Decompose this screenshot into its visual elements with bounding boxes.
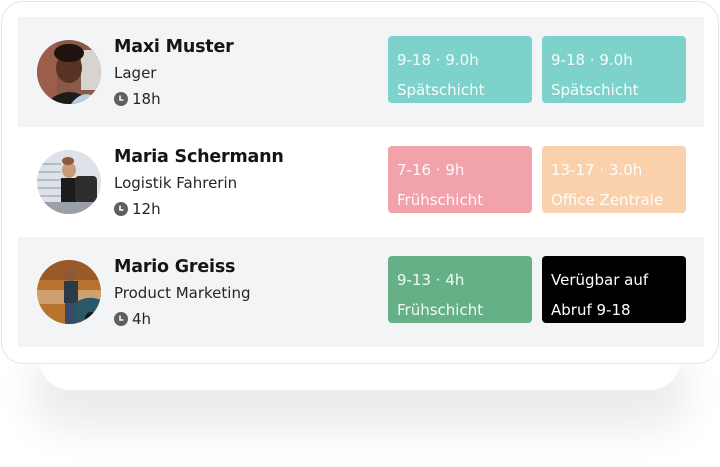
avatar[interactable]	[37, 150, 101, 214]
employee-name: Mario Greiss	[114, 257, 236, 277]
employee-role: Logistik Fahrerin	[114, 174, 238, 192]
employee-row: Mario Greiss Product Marketing 4h 9-13 ·…	[18, 237, 704, 347]
employee-name: Maria Schermann	[114, 147, 284, 167]
hours-value: 4h	[132, 310, 152, 328]
shift-block[interactable]: 9-13 · 4h Frühschicht	[388, 256, 532, 323]
avatar[interactable]	[37, 260, 101, 324]
hours-value: 12h	[132, 200, 161, 218]
shift-time: 7-16 · 9h	[397, 161, 465, 179]
shift-block[interactable]: 7-16 · 9h Frühschicht	[388, 146, 532, 213]
hours-value: 18h	[132, 90, 161, 108]
shift-label: Abruf 9-18	[551, 301, 631, 319]
employee-hours: 18h	[114, 90, 161, 108]
shift-block[interactable]: 9-18 · 9.0h Spätschicht	[542, 36, 686, 103]
schedule-card: Maxi Muster Lager 18h 9-18 · 9.0h Spätsc…	[1, 1, 719, 364]
employee-role: Lager	[114, 64, 157, 82]
on-call-block[interactable]: Verügbar auf Abruf 9-18	[542, 256, 686, 323]
shift-time: 9-18 · 9.0h	[397, 51, 479, 69]
shift-block[interactable]: 13-17 · 3.0h Office Zentrale	[542, 146, 686, 213]
clock-icon	[114, 92, 128, 106]
shift-block[interactable]: 9-18 · 9.0h Spätschicht	[388, 36, 532, 103]
employee-role: Product Marketing	[114, 284, 251, 302]
employee-row: Maria Schermann Logistik Fahrerin 12h 7-…	[18, 127, 704, 237]
employee-row: Maxi Muster Lager 18h 9-18 · 9.0h Spätsc…	[18, 17, 704, 127]
shift-label: Spätschicht	[397, 81, 485, 99]
employee-hours: 4h	[114, 310, 151, 328]
employee-name: Maxi Muster	[114, 37, 234, 57]
shift-label: Frühschicht	[397, 191, 484, 209]
avatar[interactable]	[37, 40, 101, 104]
shift-time: 9-18 · 9.0h	[551, 51, 633, 69]
shift-time: 13-17 · 3.0h	[551, 161, 643, 179]
clock-icon	[114, 202, 128, 216]
shift-label: Spätschicht	[551, 81, 639, 99]
shift-label: Frühschicht	[397, 301, 484, 319]
shift-time: 9-13 · 4h	[397, 271, 465, 289]
shift-time: Verügbar auf	[551, 271, 649, 289]
employee-hours: 12h	[114, 200, 161, 218]
shift-label: Office Zentrale	[551, 191, 664, 209]
clock-icon	[114, 312, 128, 326]
